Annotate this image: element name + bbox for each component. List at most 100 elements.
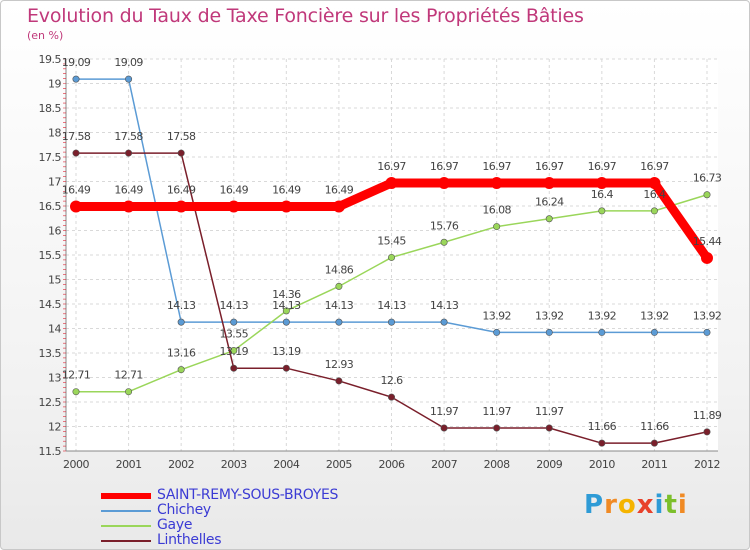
data-label: 17.58 <box>167 130 196 143</box>
data-point <box>650 207 658 215</box>
data-label: 16.49 <box>220 183 249 196</box>
data-label: 15.76 <box>430 219 459 232</box>
data-label: 14.13 <box>220 299 249 312</box>
data-point <box>175 200 188 213</box>
data-point <box>387 253 395 261</box>
x-tick-label: 2006 <box>379 458 405 471</box>
y-tick-label: 19 <box>48 78 61 91</box>
data-label: 15.44 <box>693 235 722 248</box>
data-label: 16.4 <box>643 188 666 201</box>
data-point <box>701 251 713 264</box>
data-label: 13.55 <box>220 328 249 341</box>
data-point <box>595 176 608 189</box>
data-point <box>280 200 293 213</box>
y-tick-label: 12.5 <box>39 396 62 409</box>
x-tick-label: 2009 <box>536 458 562 471</box>
legend-swatch-gaye <box>101 525 151 527</box>
data-point <box>650 439 658 447</box>
x-tick-label: 2012 <box>694 458 720 471</box>
data-point <box>72 388 80 396</box>
data-label: 11.97 <box>430 405 459 418</box>
y-tick-label: 13 <box>48 372 61 385</box>
data-point <box>282 364 290 372</box>
data-label: 16.08 <box>482 204 511 217</box>
data-label: 13.92 <box>482 309 511 322</box>
x-tick-label: 2005 <box>326 458 352 471</box>
data-point <box>335 318 343 326</box>
legend-swatch-chichey <box>101 510 151 512</box>
data-point <box>545 424 553 432</box>
legend-label-gaye: Gaye <box>157 517 193 533</box>
data-point <box>177 149 185 157</box>
data-label: 15.45 <box>377 234 406 247</box>
data-point <box>335 377 343 385</box>
legend-label-saint-remy: SAINT-REMY-SOUS-BROYES <box>157 487 339 503</box>
legend-swatch-saint-remy <box>101 493 151 499</box>
x-tick-label: 2004 <box>273 458 299 471</box>
y-tick-label: 14.5 <box>39 298 62 311</box>
data-label: 12.6 <box>380 374 403 387</box>
data-point <box>648 176 661 189</box>
data-point <box>493 424 501 432</box>
data-point <box>438 176 451 189</box>
data-point <box>230 318 238 326</box>
data-label: 13.16 <box>167 347 196 360</box>
data-point <box>440 424 448 432</box>
logo-letter: r <box>604 490 618 520</box>
data-point <box>650 328 658 336</box>
data-point <box>440 238 448 246</box>
logo-letter: P <box>584 490 605 520</box>
data-label: 14.36 <box>272 288 301 301</box>
data-label: 16.73 <box>693 172 722 185</box>
data-point <box>125 75 133 83</box>
y-tick-label: 18 <box>48 127 61 140</box>
data-label: 14.13 <box>430 299 459 312</box>
logo-letter: i <box>677 490 688 520</box>
data-point <box>282 318 290 326</box>
data-point <box>227 200 240 213</box>
data-point <box>125 149 133 157</box>
data-label: 19.09 <box>114 56 143 69</box>
data-label: 16.49 <box>325 183 354 196</box>
data-point <box>385 176 398 189</box>
logo-letter: i <box>654 490 665 520</box>
data-label: 17.58 <box>114 130 143 143</box>
y-tick-label: 15 <box>48 274 61 287</box>
data-point <box>493 223 501 231</box>
data-label: 14.86 <box>325 263 354 276</box>
x-tick-label: 2000 <box>63 458 89 471</box>
x-tick-label: 2011 <box>641 458 667 471</box>
data-label: 13.92 <box>535 309 564 322</box>
data-label: 19.09 <box>62 56 91 69</box>
data-point <box>703 191 711 199</box>
data-label: 12.93 <box>325 358 354 371</box>
data-label: 16.24 <box>535 196 564 209</box>
data-point <box>598 207 606 215</box>
data-point <box>332 200 345 213</box>
data-point <box>122 200 135 213</box>
data-point <box>177 366 185 374</box>
data-label: 16.97 <box>588 160 617 173</box>
y-tick-label: 13.5 <box>39 347 62 360</box>
y-tick-label: 17.5 <box>39 151 62 164</box>
y-tick-label: 18.5 <box>39 102 62 115</box>
data-point <box>387 318 395 326</box>
x-tick-label: 2008 <box>484 458 510 471</box>
data-point <box>230 347 238 355</box>
data-label: 12.71 <box>114 369 143 382</box>
y-tick-label: 19.5 <box>39 53 62 66</box>
proxiti-logo: Proxiti <box>584 490 688 520</box>
y-tick-label: 14 <box>48 323 61 336</box>
data-point <box>70 200 82 213</box>
data-label: 11.66 <box>588 420 617 433</box>
data-label: 11.97 <box>535 405 564 418</box>
data-label: 16.97 <box>640 160 669 173</box>
data-point <box>490 176 503 189</box>
y-tick-label: 17 <box>48 176 61 189</box>
logo-letter: x <box>636 490 655 520</box>
data-label: 16.49 <box>62 183 91 196</box>
data-label: 14.13 <box>325 299 354 312</box>
data-label: 14.13 <box>377 299 406 312</box>
